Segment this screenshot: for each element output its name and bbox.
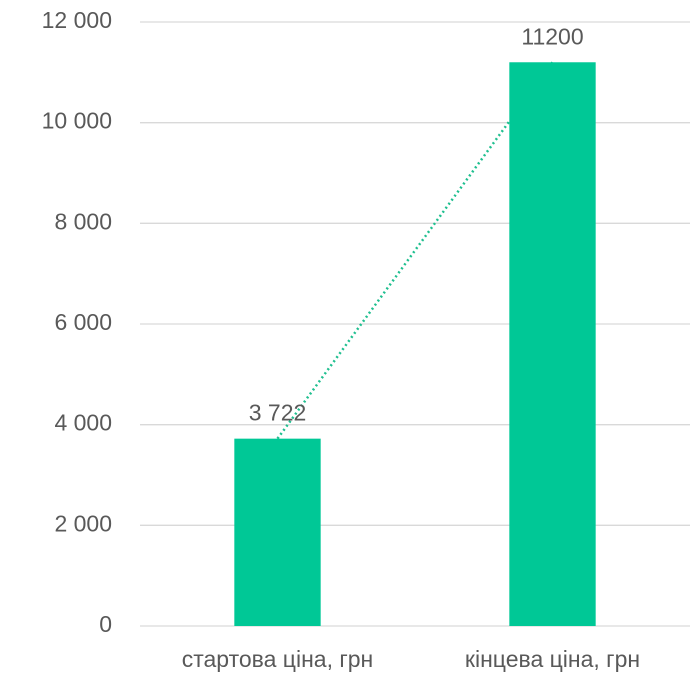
data-label: 11200 [521,23,583,49]
y-tick-label: 4 000 [54,410,112,436]
y-tick-label: 0 [99,611,112,637]
x-tick-label: стартова ціна, грн [182,646,374,672]
y-tick-label: 12 000 [42,7,112,33]
x-tick-label: кінцева ціна, грн [465,646,640,672]
y-tick-label: 10 000 [42,108,112,134]
y-tick-label: 8 000 [54,208,112,234]
data-label: 3 722 [249,400,307,426]
y-tick-label: 6 000 [54,309,112,335]
bar [509,62,596,627]
bar [234,438,321,626]
y-tick-label: 2 000 [54,510,112,536]
